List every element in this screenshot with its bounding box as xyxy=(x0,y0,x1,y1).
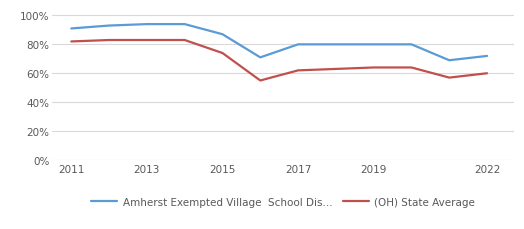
(OH) State Average xyxy=(370,67,377,70)
(OH) State Average xyxy=(408,67,414,70)
Amherst Exempted Village  School Dis... xyxy=(68,28,74,31)
(OH) State Average xyxy=(257,80,264,82)
Amherst Exempted Village  School Dis... xyxy=(333,44,339,46)
(OH) State Average xyxy=(181,39,188,42)
Amherst Exempted Village  School Dis... xyxy=(484,55,490,58)
Amherst Exempted Village  School Dis... xyxy=(220,34,226,36)
(OH) State Average xyxy=(144,39,150,42)
Amherst Exempted Village  School Dis... xyxy=(446,60,452,62)
Line: Amherst Exempted Village  School Dis...: Amherst Exempted Village School Dis... xyxy=(71,25,487,61)
(OH) State Average xyxy=(484,73,490,75)
Amherst Exempted Village  School Dis... xyxy=(181,24,188,26)
(OH) State Average xyxy=(106,39,112,42)
Amherst Exempted Village  School Dis... xyxy=(295,44,301,46)
(OH) State Average xyxy=(68,41,74,44)
Amherst Exempted Village  School Dis... xyxy=(106,25,112,28)
Amherst Exempted Village  School Dis... xyxy=(370,44,377,46)
(OH) State Average xyxy=(446,77,452,80)
Line: (OH) State Average: (OH) State Average xyxy=(71,41,487,81)
Amherst Exempted Village  School Dis... xyxy=(144,24,150,26)
Legend: Amherst Exempted Village  School Dis..., (OH) State Average: Amherst Exempted Village School Dis..., … xyxy=(87,193,479,211)
Amherst Exempted Village  School Dis... xyxy=(257,57,264,60)
(OH) State Average xyxy=(333,68,339,71)
Amherst Exempted Village  School Dis... xyxy=(408,44,414,46)
(OH) State Average xyxy=(220,52,226,55)
(OH) State Average xyxy=(295,70,301,72)
